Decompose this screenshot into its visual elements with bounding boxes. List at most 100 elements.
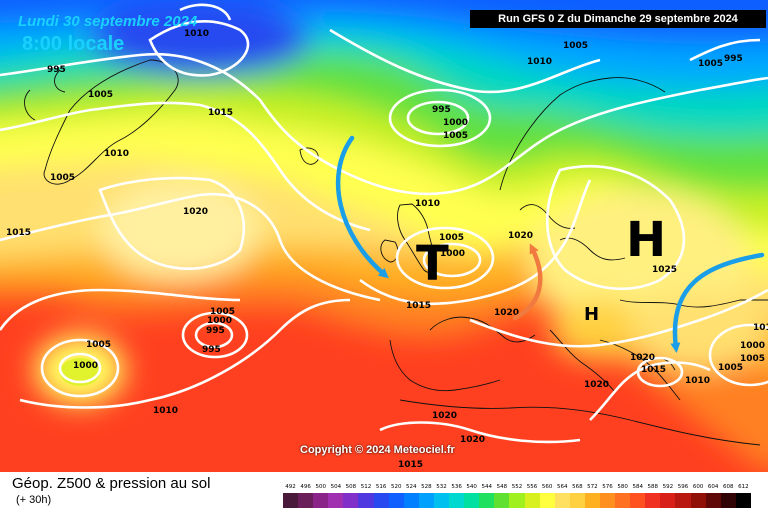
scale-tick-label: 560 bbox=[541, 484, 553, 490]
scale-swatch bbox=[660, 493, 676, 508]
scale-swatch bbox=[479, 493, 495, 508]
flow-arrows bbox=[336, 135, 765, 353]
scale-swatch bbox=[615, 493, 631, 508]
scale-swatch bbox=[690, 493, 706, 508]
isobars bbox=[0, 3, 768, 444]
scale-tick-label: 548 bbox=[496, 484, 508, 490]
isobar-label: 1010 bbox=[415, 199, 440, 209]
scale-swatch bbox=[705, 493, 721, 508]
scale-swatch bbox=[494, 493, 510, 508]
isobar-label: 1010 bbox=[685, 376, 710, 386]
isobar-label: 1010 bbox=[104, 149, 129, 159]
forecast-time: 8:00 locale bbox=[22, 33, 125, 55]
high-pressure-symbol-small: H bbox=[584, 304, 599, 325]
scale-swatch bbox=[569, 493, 585, 508]
scale-swatch bbox=[630, 493, 646, 508]
scale-swatch bbox=[328, 493, 344, 508]
scale-tick-label: 540 bbox=[466, 484, 477, 490]
isobar-label: 1005 bbox=[86, 340, 111, 350]
scale-swatch bbox=[283, 493, 299, 508]
isobar-label: 1005 bbox=[443, 131, 468, 141]
scale-tick-label: 608 bbox=[723, 484, 734, 490]
scale-tick-label: 532 bbox=[436, 484, 447, 490]
scale-tick-label: 600 bbox=[692, 484, 704, 490]
isobar-label: 1010 bbox=[184, 29, 209, 39]
isobar-label: 1000 bbox=[740, 341, 765, 351]
isobar-label: 1015 bbox=[398, 460, 423, 470]
scale-swatch bbox=[720, 493, 736, 508]
scale-swatch bbox=[358, 493, 374, 508]
scale-tick-label: 520 bbox=[390, 484, 402, 490]
scale-swatch bbox=[509, 493, 525, 508]
pressure-centers: T H H bbox=[416, 212, 666, 325]
low-pressure-symbol: T bbox=[416, 236, 449, 292]
scale-tick-label: 496 bbox=[300, 484, 311, 490]
isobar-label: 1005 bbox=[88, 90, 113, 100]
scale-tick-label: 572 bbox=[587, 484, 598, 490]
isobar-label: 1000 bbox=[443, 118, 468, 128]
isobar-label: 1010 bbox=[753, 323, 768, 333]
scale-swatch bbox=[373, 493, 389, 508]
color-scale-bar bbox=[283, 493, 751, 508]
scale-tick-label: 592 bbox=[662, 484, 674, 490]
isobar-label: 1005 bbox=[439, 233, 464, 243]
isobar-label: 1010 bbox=[527, 57, 552, 67]
scale-tick-label: 596 bbox=[677, 484, 689, 490]
scale-swatch bbox=[524, 493, 540, 508]
scale-swatch bbox=[735, 493, 751, 508]
isobar-label: 995 bbox=[432, 105, 451, 115]
scale-swatch bbox=[343, 493, 359, 508]
high-pressure-symbol: H bbox=[626, 212, 666, 268]
scale-tick-label: 576 bbox=[602, 484, 613, 490]
isobar-label: 1020 bbox=[460, 435, 485, 445]
scale-tick-label: 556 bbox=[526, 484, 538, 490]
scale-tick-label: 544 bbox=[481, 484, 493, 490]
color-scale-labels: 492 496 500 504 508 512 516 520 524 528 532 536 540 5… bbox=[283, 483, 751, 491]
scale-swatch bbox=[313, 493, 329, 508]
scale-swatch bbox=[433, 493, 450, 508]
isobar-label: 1020 bbox=[584, 380, 609, 390]
isobar-label: 1015 bbox=[6, 228, 31, 238]
blue-arrow-atlantic bbox=[336, 135, 389, 279]
isobar-label: 1005 bbox=[718, 363, 743, 373]
isobar-label: 1005 bbox=[740, 354, 765, 364]
model-run-label: Run GFS 0 Z du Dimanche 29 septembre 202… bbox=[470, 10, 766, 28]
scale-tick-label: 528 bbox=[421, 484, 432, 490]
isobar-label: 995 bbox=[47, 65, 66, 75]
isobar-label: 1005 bbox=[50, 173, 75, 183]
scale-tick-label: 492 bbox=[285, 484, 296, 490]
scale-tick-label: 568 bbox=[572, 484, 583, 490]
scale-tick-label: 564 bbox=[556, 484, 568, 490]
isobar-label: 1005 bbox=[698, 59, 723, 69]
scale-swatch bbox=[418, 493, 434, 508]
scale-tick-label: 536 bbox=[451, 484, 462, 490]
legend-subtitle: (+ 30h) bbox=[16, 494, 52, 506]
isobar-label: 1020 bbox=[630, 353, 655, 363]
isobar-label: 995 bbox=[206, 326, 225, 336]
scale-tick-label: 516 bbox=[375, 484, 387, 490]
scale-swatch bbox=[539, 493, 555, 508]
color-scale: 492 496 500 504 508 512 516 520 524 528 532 536 540 5… bbox=[283, 483, 751, 508]
scale-tick-label: 588 bbox=[647, 484, 659, 490]
isobar-label: 1015 bbox=[641, 365, 666, 375]
isobar-labels: 995 1010 1005 1015 1010 1005 1020 1015 9… bbox=[6, 29, 768, 470]
isobar-label: 1000 bbox=[73, 361, 98, 371]
isobar-label: 1020 bbox=[508, 231, 533, 241]
scale-tick-label: 512 bbox=[360, 484, 372, 490]
forecast-date: Lundi 30 septembre 2024 bbox=[18, 13, 198, 30]
scale-swatch bbox=[554, 493, 570, 508]
scale-tick-label: 604 bbox=[707, 484, 719, 490]
blue-arrow-balkans bbox=[670, 252, 765, 353]
scale-swatch bbox=[584, 493, 600, 508]
isobar-label: 1000 bbox=[207, 316, 232, 326]
scale-swatch bbox=[388, 493, 404, 508]
isobar-label: 995 bbox=[724, 54, 743, 64]
scale-swatch bbox=[675, 493, 691, 508]
map-legend-footer: Géop. Z500 & pression au sol (+ 30h) 492… bbox=[0, 472, 768, 512]
scale-swatch bbox=[464, 493, 480, 508]
legend-title: Géop. Z500 & pression au sol bbox=[12, 475, 211, 492]
isobar-label: 1005 bbox=[563, 41, 588, 51]
scale-tick-label: 552 bbox=[511, 484, 523, 490]
geopotential-pressure-map: 995 1010 1005 1015 1010 1005 1020 1015 9… bbox=[0, 0, 768, 472]
